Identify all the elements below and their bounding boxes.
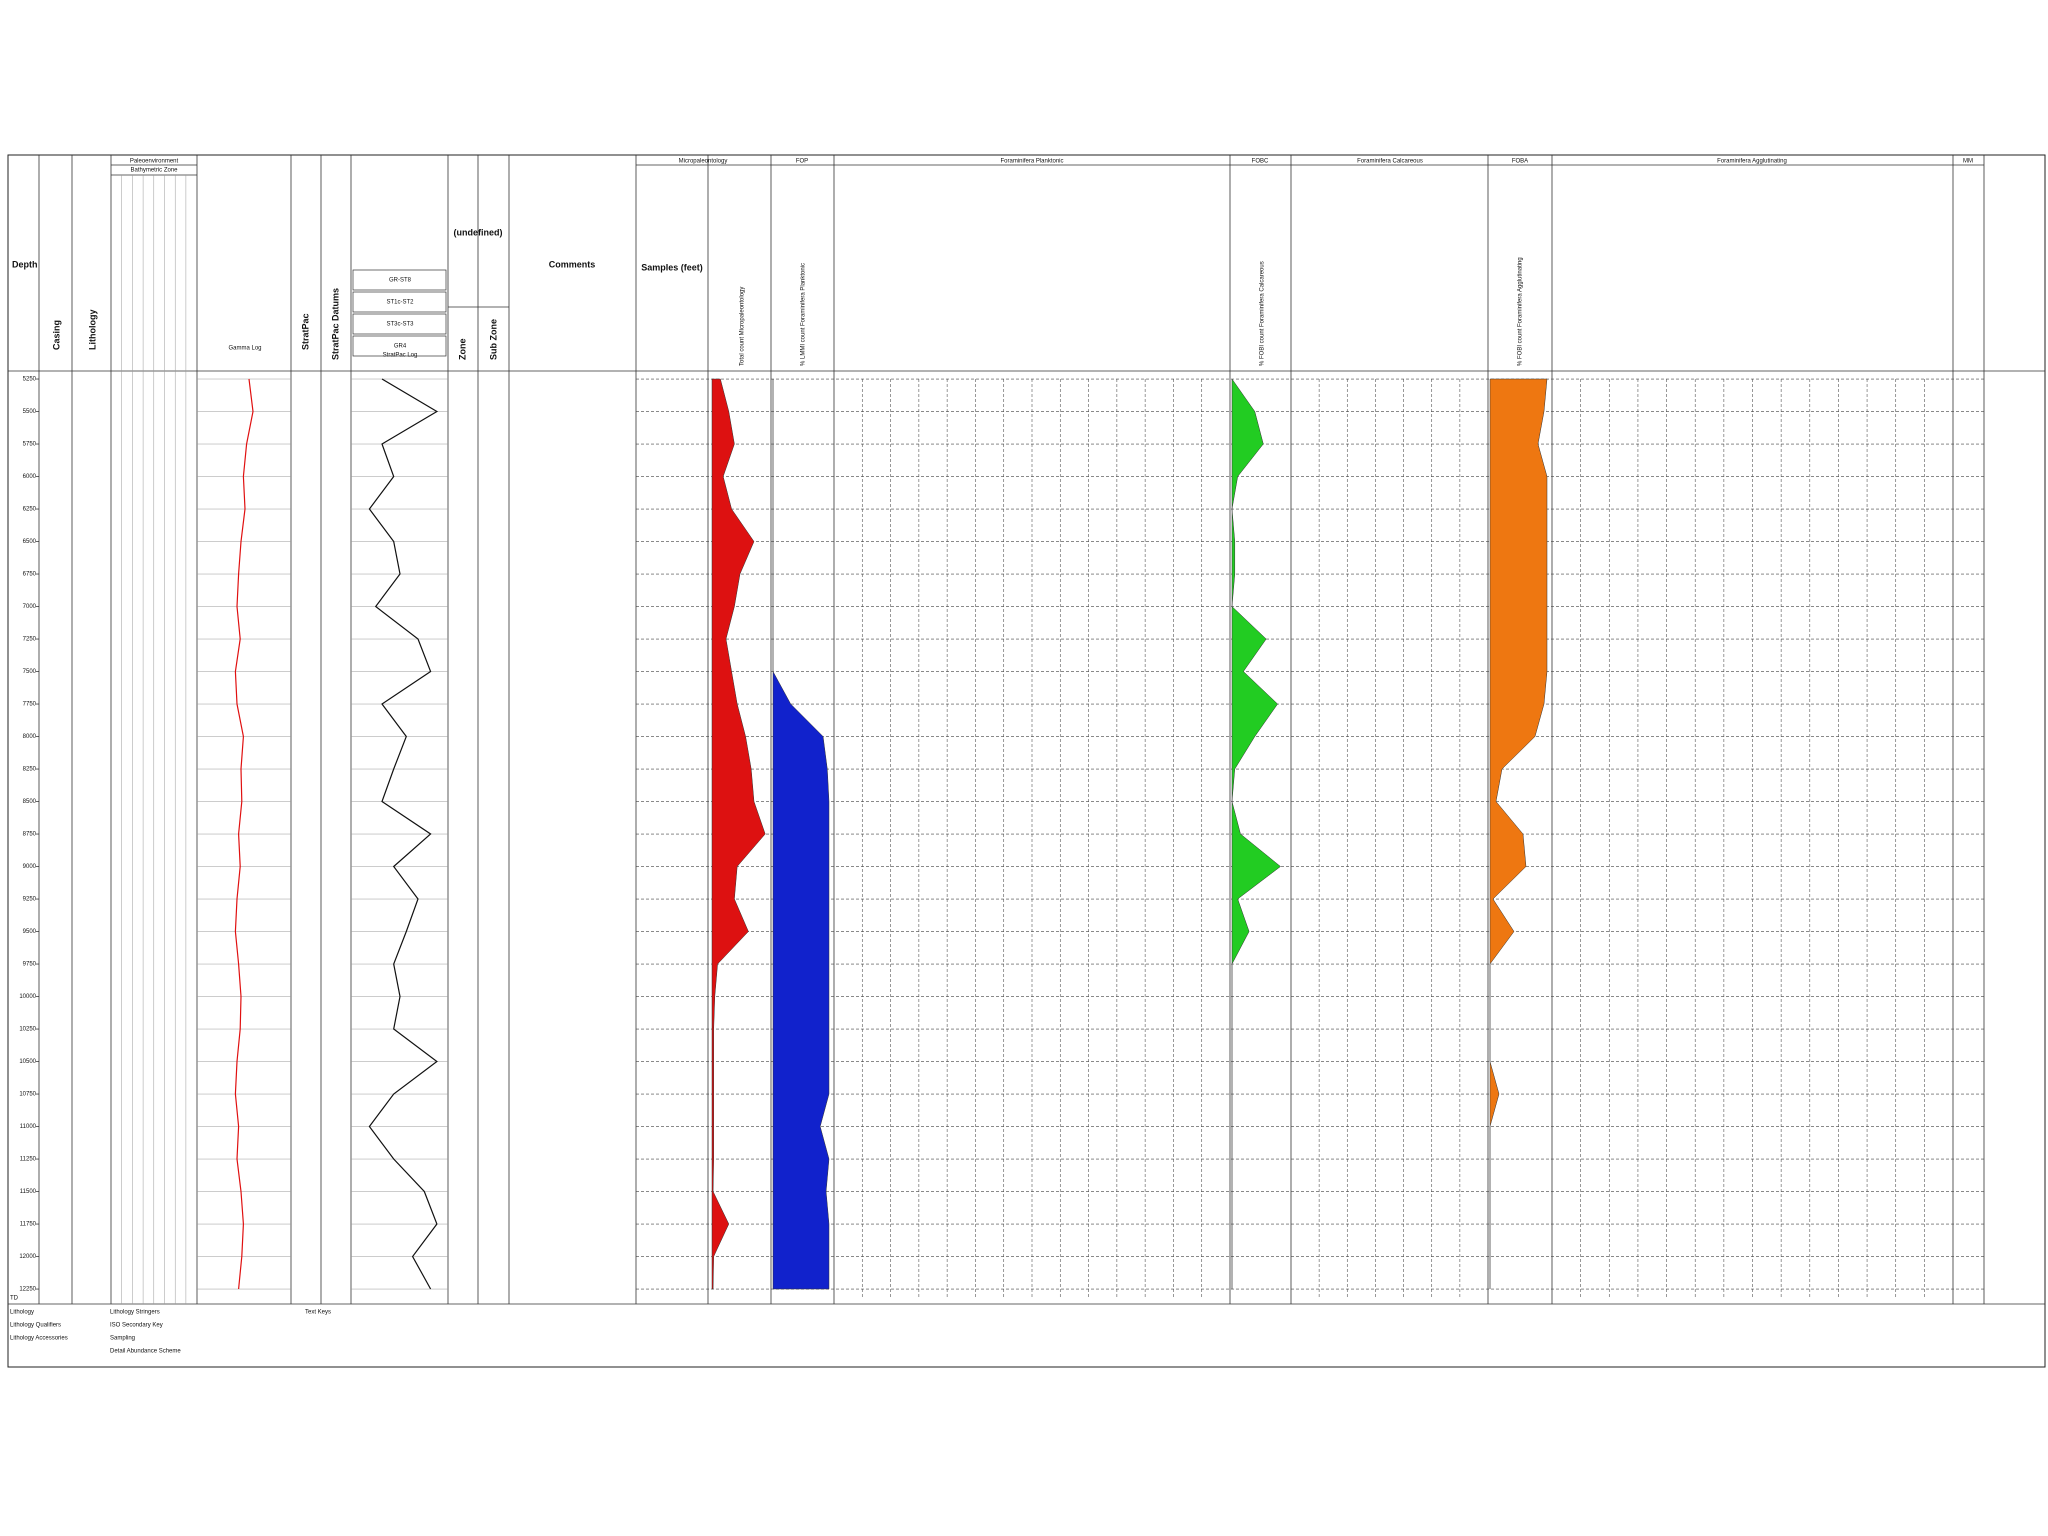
series-line xyxy=(368,378,439,1290)
datum-box xyxy=(352,313,447,335)
datum-label: GR-ST8 xyxy=(389,278,412,284)
series-line xyxy=(234,378,254,1290)
y-tick-label: 7500 xyxy=(23,669,37,675)
legend-label: Text Keys xyxy=(305,1310,331,1316)
y-tick-label: 9500 xyxy=(23,929,37,935)
y-tick-label: 11750 xyxy=(20,1222,37,1228)
datum-label: GR4 xyxy=(394,344,407,350)
y-tick-label: 10750 xyxy=(19,1092,36,1098)
y-tick-label: 6750 xyxy=(23,572,37,578)
y-tick-label: 8250 xyxy=(23,767,37,773)
lithology-header: Lithology xyxy=(87,310,97,351)
datum-box xyxy=(352,335,447,357)
depth-header: Depth xyxy=(12,259,38,269)
paleoenvironment-header: Paleoenvironment xyxy=(130,159,179,165)
foba-header: FOBA xyxy=(1512,159,1528,165)
subzone-header: Sub Zone xyxy=(488,319,498,360)
datum-label: ST3c-ST3 xyxy=(386,322,414,328)
series-name: Total count Micropaleontology xyxy=(740,287,746,366)
casing-header: Casing xyxy=(51,320,61,350)
mm-header: MM xyxy=(1963,159,1973,165)
y-tick-label: 6500 xyxy=(23,539,37,545)
td-label: TD xyxy=(10,1296,19,1302)
micropaleo-header: Micropaleontology xyxy=(679,159,728,165)
datum-box xyxy=(352,291,447,313)
y-tick-label: 6250 xyxy=(23,507,37,513)
series-area xyxy=(1231,378,1281,1289)
series-area xyxy=(1489,378,1548,1289)
fop-header: FOP xyxy=(796,159,808,165)
series-name: StratPac Log xyxy=(383,353,418,359)
y-tick-label: 5750 xyxy=(23,442,37,448)
y-tick-label: 7250 xyxy=(23,637,37,643)
y-tick-label: 5500 xyxy=(23,409,37,415)
y-tick-label: 11000 xyxy=(20,1124,37,1130)
y-tick-label: 5250 xyxy=(23,377,37,383)
y-tick-label: 7750 xyxy=(23,702,37,708)
y-tick-label: 10000 xyxy=(19,994,36,1000)
legend-label: Lithology Qualifiers xyxy=(10,1323,61,1329)
series-area xyxy=(772,379,830,1290)
stratpac-datums-header: StratPac Datums xyxy=(330,288,340,360)
fobc-header: FOBC xyxy=(1252,159,1269,165)
y-tick-label: 7000 xyxy=(23,604,37,610)
legend-label: Lithology xyxy=(10,1310,34,1316)
y-tick-label: 9250 xyxy=(23,897,37,903)
planktonic-header: Foraminifera Planktonic xyxy=(1000,159,1063,165)
legend-label: Detail Abundance Scheme xyxy=(110,1349,181,1355)
legend-label: Sampling xyxy=(110,1336,135,1342)
datum-box xyxy=(352,269,447,291)
series-name: % LMMI count Foraminifera Planktonic xyxy=(801,263,807,366)
series-area xyxy=(711,378,766,1290)
legend-label: Lithology Stringers xyxy=(110,1310,160,1316)
comments-header: Comments xyxy=(549,259,596,269)
y-tick-label: 8000 xyxy=(23,734,37,740)
series-name: % FOBI count Foraminifera Calcareous xyxy=(1260,261,1266,366)
y-tick-label: 8750 xyxy=(23,832,37,838)
bathymetric-header: Bathymetric Zone xyxy=(130,168,178,174)
datum-label: ST1c-ST2 xyxy=(386,300,414,306)
zone-header: Zone xyxy=(457,339,467,361)
frame xyxy=(7,154,2046,1368)
y-tick-label: 12250 xyxy=(19,1287,36,1293)
legend-label: Lithology Accessories xyxy=(10,1336,68,1342)
y-tick-label: 10500 xyxy=(19,1059,36,1065)
series-name: % FOBI count Foraminifera Agglutinating xyxy=(1518,257,1524,366)
y-tick-label: 9000 xyxy=(23,864,37,870)
calcareous-header: Foraminifera Calcareous xyxy=(1357,159,1423,165)
y-tick-label: 9750 xyxy=(23,962,37,968)
agglutinating-header: Foraminifera Agglutinating xyxy=(1717,159,1787,165)
y-tick-label: 12000 xyxy=(19,1254,36,1260)
y-tick-label: 6000 xyxy=(23,474,37,480)
stratpac-header: StratPac xyxy=(300,313,310,350)
samples-header: Samples (feet) xyxy=(641,262,703,272)
series-name: Gamma Log xyxy=(228,346,261,352)
y-tick-label: 8500 xyxy=(23,799,37,805)
y-tick-label: 10250 xyxy=(19,1027,36,1033)
y-tick-label: 11500 xyxy=(20,1189,37,1195)
legend-label: ISO Secondary Key xyxy=(110,1323,163,1329)
y-tick-label: 11250 xyxy=(20,1157,37,1163)
